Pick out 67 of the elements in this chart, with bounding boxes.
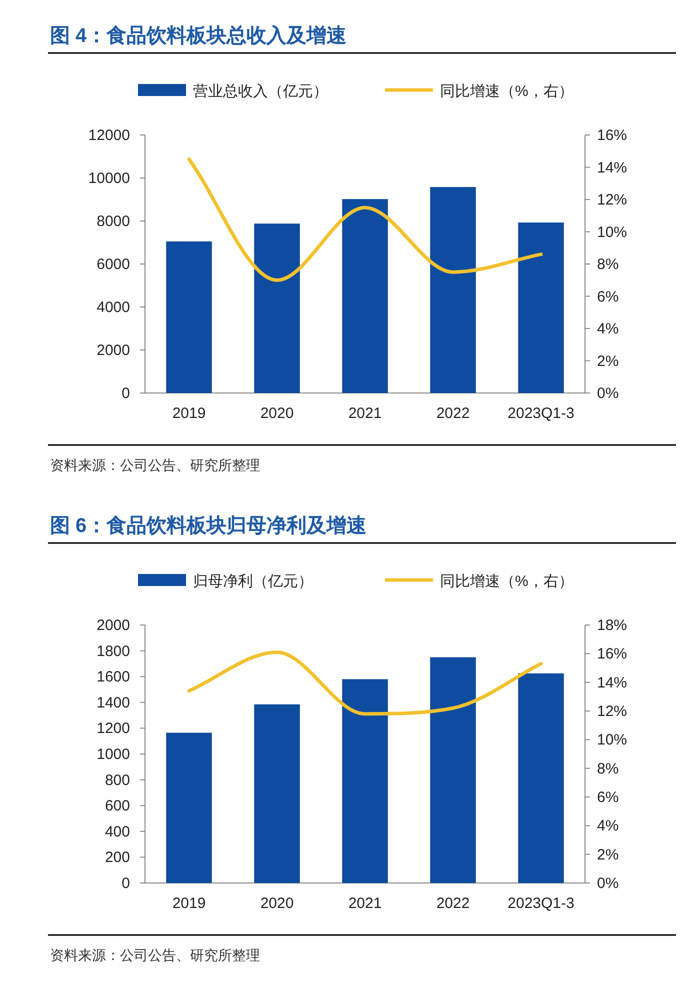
chart-title: 图 6：食品饮料板块归母净利及增速 bbox=[50, 514, 367, 537]
y-tick-label: 1200 bbox=[96, 720, 130, 738]
y-tick-label: 600 bbox=[104, 798, 130, 815]
legend-label: 同比增速（%，右） bbox=[440, 83, 574, 100]
y2-tick-label: 14% bbox=[597, 159, 628, 176]
legend-label: 同比增速（%，右） bbox=[440, 573, 574, 590]
y-tick-label: 2000 bbox=[96, 617, 130, 634]
y-tick-label: 800 bbox=[104, 772, 130, 789]
bar bbox=[254, 704, 300, 883]
x-tick-label: 2023Q1-3 bbox=[508, 405, 574, 422]
x-tick-label: 2019 bbox=[172, 405, 206, 422]
y2-tick-label: 10% bbox=[597, 732, 628, 749]
bar bbox=[166, 241, 212, 393]
legend-label: 归母净利（亿元） bbox=[193, 573, 313, 590]
x-tick-label: 2019 bbox=[172, 895, 206, 912]
bar bbox=[342, 679, 388, 883]
y-tick-label: 1400 bbox=[96, 694, 130, 712]
x-tick-label: 2023Q1-3 bbox=[508, 895, 574, 912]
line-series bbox=[187, 650, 543, 716]
y2-tick-label: 2% bbox=[597, 846, 619, 864]
y2-tick-label: 18% bbox=[597, 617, 628, 634]
y-tick-label: 0 bbox=[122, 875, 130, 892]
y-tick-label: 400 bbox=[104, 823, 130, 840]
chart-title: 图 4：食品饮料板块总收入及增速 bbox=[50, 24, 347, 47]
x-tick-label: 2022 bbox=[436, 895, 470, 912]
y-tick-label: 1800 bbox=[96, 642, 130, 660]
bar bbox=[430, 187, 476, 393]
y-tick-label: 8000 bbox=[96, 213, 130, 230]
x-tick-label: 2021 bbox=[348, 895, 382, 912]
bar bbox=[518, 222, 564, 393]
y2-tick-label: 4% bbox=[597, 320, 619, 338]
y-tick-label: 2000 bbox=[96, 342, 130, 359]
text: 资料来源：公司公告、研究所整理 bbox=[50, 947, 260, 963]
bar bbox=[166, 732, 212, 883]
bar bbox=[342, 199, 388, 393]
y2-tick-label: 4% bbox=[597, 818, 619, 835]
y-tick-label: 1600 bbox=[96, 668, 130, 686]
y2-tick-label: 6% bbox=[597, 789, 619, 806]
y-tick-label: 1000 bbox=[96, 746, 130, 763]
y2-tick-label: 6% bbox=[597, 288, 619, 306]
x-tick-label: 2020 bbox=[260, 895, 294, 912]
text: 资料来源：公司公告、研究所整理 bbox=[50, 457, 260, 473]
y-tick-label: 4000 bbox=[96, 299, 130, 316]
y2-tick-label: 2% bbox=[597, 352, 619, 370]
y2-tick-label: 12% bbox=[597, 703, 628, 720]
y2-tick-label: 8% bbox=[597, 256, 619, 273]
line-series bbox=[187, 157, 543, 282]
y-tick-label: 10000 bbox=[88, 170, 130, 187]
y-tick-label: 12000 bbox=[88, 127, 130, 144]
y-tick-label: 0 bbox=[122, 385, 130, 402]
y2-tick-label: 0% bbox=[597, 875, 619, 892]
y2-tick-label: 8% bbox=[597, 760, 619, 778]
y2-tick-label: 14% bbox=[597, 674, 628, 692]
y2-tick-label: 16% bbox=[597, 646, 628, 663]
x-tick-label: 2022 bbox=[436, 405, 470, 422]
bar bbox=[430, 657, 476, 883]
bar bbox=[518, 673, 564, 883]
x-tick-label: 2021 bbox=[348, 405, 382, 422]
y2-tick-label: 10% bbox=[597, 224, 628, 241]
x-tick-label: 2020 bbox=[260, 405, 294, 422]
y2-tick-label: 12% bbox=[597, 192, 628, 208]
bar bbox=[254, 224, 300, 393]
y-tick-label: 6000 bbox=[96, 256, 130, 273]
y-tick-label: 200 bbox=[104, 849, 130, 866]
legend-label: 营业总收入（亿元） bbox=[193, 83, 328, 100]
y2-tick-label: 16% bbox=[597, 127, 628, 144]
y2-tick-label: 0% bbox=[597, 385, 619, 402]
